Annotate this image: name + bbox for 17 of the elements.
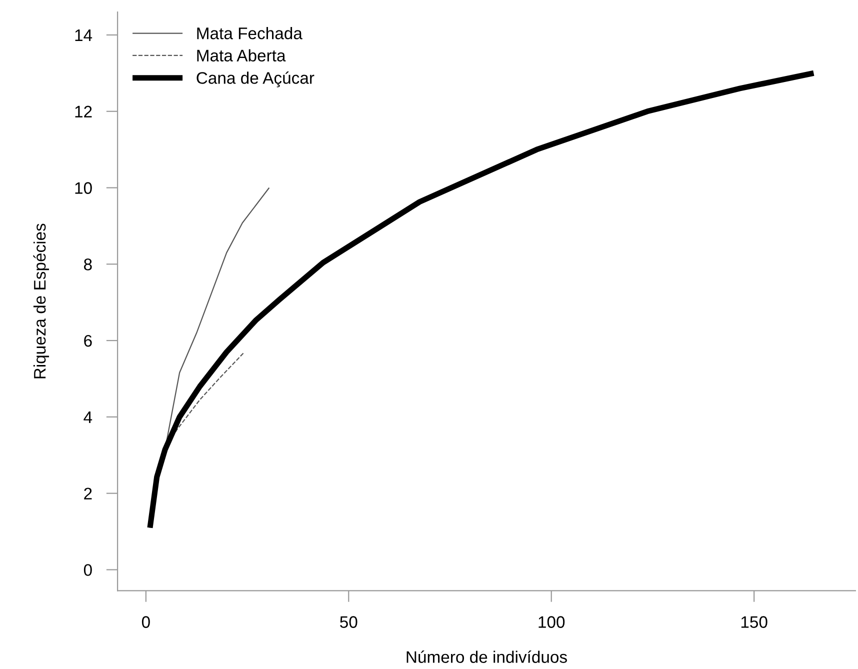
y-tick-label: 14 xyxy=(75,30,92,41)
legend-label: Mata Aberta xyxy=(197,49,286,62)
x-tick-label: 50 xyxy=(340,616,358,628)
y-tick-label: 2 xyxy=(84,488,92,500)
y-axis-title: Riqueza de Espécies xyxy=(33,224,50,378)
y-tick-label: 0 xyxy=(84,564,92,576)
x-axis-title: Número de indivíduos xyxy=(406,650,567,663)
y-tick-label: 12 xyxy=(75,106,92,118)
y-tick-label: 10 xyxy=(75,182,92,194)
legend-label: Mata Fechada xyxy=(197,27,302,40)
y-tick-label: 8 xyxy=(84,258,92,270)
x-tick-label: 150 xyxy=(741,616,768,628)
x-tick-label: 0 xyxy=(142,616,150,628)
y-tick-label: 6 xyxy=(84,334,92,347)
y-tick-label: 4 xyxy=(84,412,92,423)
legend-label: Cana de Açúcar xyxy=(196,71,314,88)
x-tick-label: 100 xyxy=(538,616,565,628)
